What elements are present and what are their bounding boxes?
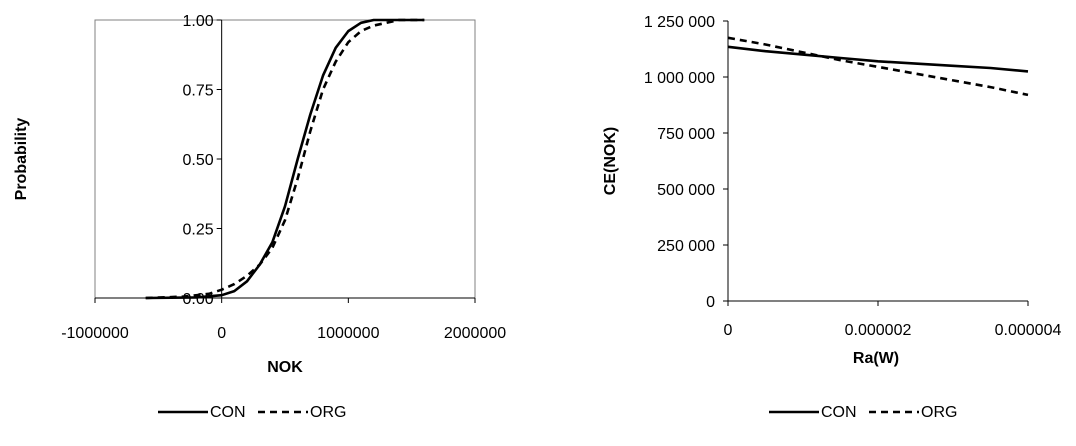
y-tick-label: 0.75 bbox=[183, 83, 214, 100]
x-tick-labels-right: 0 0.000002 0.000004 bbox=[724, 322, 1062, 339]
y-tick-label: 0.25 bbox=[183, 222, 214, 239]
y-tick-label: 1 000 000 bbox=[644, 70, 715, 87]
x-axis-title-right: Ra(W) bbox=[853, 350, 899, 367]
x-tick-label: 0 bbox=[217, 325, 226, 342]
legend-label-org: ORG bbox=[310, 404, 346, 421]
y-tick-label: 0.50 bbox=[183, 152, 214, 169]
y-tick-labels-left: 0.00 0.25 0.50 0.75 1.00 bbox=[183, 13, 214, 308]
legend-label-con: CON bbox=[821, 404, 857, 421]
series-line-con bbox=[145, 18, 425, 300]
y-tick-label: 1 250 000 bbox=[644, 14, 715, 31]
axes-right bbox=[723, 20, 1029, 306]
chart-right: 0 250 000 500 000 750 000 1 000 000 1 250 000… bbox=[602, 14, 1061, 421]
y-axis-title-right: CE(NOK) bbox=[602, 127, 619, 195]
chart-left: 0.00 0.25 0.50 0.75 1.00 -1000000 0 1000000 200… bbox=[13, 13, 506, 421]
x-tick-label: 0 bbox=[724, 322, 733, 339]
series-line-org bbox=[145, 18, 425, 300]
y-tick-labels-right: 0 250 000 500 000 750 000 1 000 000 1 250 000 bbox=[644, 14, 715, 311]
plot-area-left bbox=[94, 19, 476, 299]
series-line-con bbox=[727, 45, 1029, 73]
x-tick-labels-left: -1000000 0 1000000 2000000 bbox=[61, 325, 506, 342]
legend-label-con: CON bbox=[210, 404, 246, 421]
series-group-left bbox=[145, 18, 425, 300]
axes-left bbox=[94, 19, 476, 303]
x-tick-label: 2000000 bbox=[444, 325, 506, 342]
y-tick-label: 0.00 bbox=[183, 291, 214, 308]
x-axis-title-left: NOK bbox=[267, 359, 303, 376]
series-line-org bbox=[727, 36, 1029, 97]
legend-left: CON ORG bbox=[158, 404, 346, 421]
legend-label-org: ORG bbox=[921, 404, 957, 421]
y-tick-label: 250 000 bbox=[657, 238, 715, 255]
legend-right: CON ORG bbox=[769, 404, 957, 421]
series-group-right bbox=[727, 36, 1029, 97]
x-tick-label: 0.000004 bbox=[995, 322, 1062, 339]
y-tick-label: 750 000 bbox=[657, 126, 715, 143]
x-tick-label: 0.000002 bbox=[845, 322, 912, 339]
y-axis-title-left: Probability bbox=[13, 118, 30, 201]
y-tick-label: 0 bbox=[706, 294, 715, 311]
x-tick-label: 1000000 bbox=[317, 325, 379, 342]
x-tick-label: -1000000 bbox=[61, 325, 129, 342]
y-tick-label: 500 000 bbox=[657, 182, 715, 199]
y-tick-label: 1.00 bbox=[183, 13, 214, 30]
